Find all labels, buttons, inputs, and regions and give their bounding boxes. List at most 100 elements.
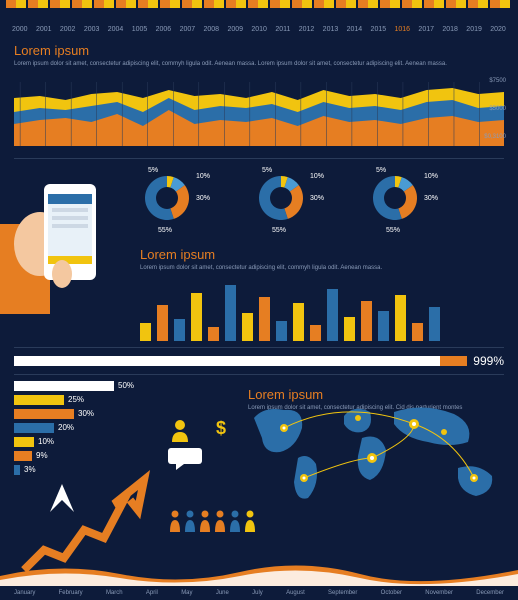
progress-track	[14, 356, 467, 366]
footer-wave	[0, 558, 518, 586]
bar-chart	[140, 279, 504, 341]
donut-label: 55%	[158, 227, 172, 234]
bar	[429, 307, 440, 341]
person-icon	[168, 510, 182, 537]
year-tick: 2020	[490, 26, 506, 33]
month-tick: June	[216, 590, 229, 596]
divider	[14, 347, 504, 348]
year-tick: 2010	[251, 26, 267, 33]
bar	[259, 297, 270, 341]
year-tick: 2015	[371, 26, 387, 33]
donut-label: 30%	[196, 195, 210, 202]
hbar	[14, 381, 114, 391]
month-tick: April	[146, 590, 158, 596]
person-icon	[183, 510, 197, 537]
bar	[344, 317, 355, 341]
bar	[293, 303, 304, 341]
year-tick: 2000	[12, 26, 28, 33]
year-tick: 2013	[323, 26, 339, 33]
year-tick: 2017	[418, 26, 434, 33]
year-tick: 2019	[466, 26, 482, 33]
person-icon	[198, 510, 212, 537]
year-tick: 2003	[84, 26, 100, 33]
dollar-icon: $	[216, 418, 226, 470]
hbar-label: 25%	[68, 395, 84, 404]
hbar-label: 20%	[58, 423, 74, 432]
bar	[174, 319, 185, 341]
hbar-label: 10%	[38, 437, 54, 446]
bar	[225, 285, 236, 341]
hbar-row: 20%	[14, 423, 154, 433]
progress-row: 999%	[14, 354, 504, 368]
donut-label: 55%	[272, 227, 286, 234]
ytick: $5000	[489, 106, 506, 112]
bar	[191, 293, 202, 341]
hbar	[14, 409, 74, 419]
year-tick: 1005	[132, 26, 148, 33]
donut-label: 30%	[310, 195, 324, 202]
donut-chart: 5%10%30%55%	[254, 171, 344, 241]
bar	[361, 301, 372, 341]
person-icon	[168, 418, 192, 442]
donut-chart: 5%10%30%55%	[140, 171, 230, 241]
hbar-label: 30%	[78, 409, 94, 418]
year-tick: 2006	[156, 26, 172, 33]
hbar-row: 10%	[14, 437, 154, 447]
bar	[276, 321, 287, 341]
bar	[140, 323, 151, 341]
bar	[412, 323, 423, 341]
donut-label: 10%	[310, 173, 324, 180]
month-tick: August	[286, 590, 305, 596]
progress-fill	[440, 356, 467, 366]
month-tick: July	[252, 590, 263, 596]
month-tick: January	[14, 590, 35, 596]
bar	[310, 325, 321, 341]
month-tick: September	[328, 590, 357, 596]
speech-bubble-icon	[168, 448, 202, 470]
month-tick: March	[106, 590, 123, 596]
area-chart: $7500 $5000 $0,3100	[14, 74, 504, 152]
divider	[14, 374, 504, 375]
hbar	[14, 451, 32, 461]
year-tick: 2004	[108, 26, 124, 33]
bar	[327, 289, 338, 341]
hbar-label: 9%	[36, 451, 48, 460]
year-timeline: 2000200120022003200410052006200720082009…	[0, 12, 518, 37]
donut-label: 55%	[386, 227, 400, 234]
donut-label: 30%	[424, 195, 438, 202]
year-tick: 2002	[60, 26, 76, 33]
bar	[378, 311, 389, 341]
person-icon	[213, 510, 227, 537]
month-tick: May	[181, 590, 192, 596]
hbar-row: 50%	[14, 381, 154, 391]
bar	[395, 295, 406, 341]
hbar-row: 30%	[14, 409, 154, 419]
year-tick: 2011	[275, 26, 290, 33]
month-tick: October	[381, 590, 402, 596]
bar	[242, 313, 253, 341]
section2-subtitle: Lorem ipsum dolor sit amet, consectetur …	[140, 264, 504, 272]
hbar-label: 50%	[118, 381, 134, 390]
donut-chart: 5%10%30%55%	[368, 171, 458, 241]
bar	[208, 327, 219, 341]
hbar	[14, 395, 64, 405]
hbar-row: 9%	[14, 451, 154, 461]
ytick: $0,3100	[484, 134, 506, 140]
year-tick: 2014	[347, 26, 363, 33]
month-tick: November	[425, 590, 453, 596]
divider	[14, 158, 504, 159]
donut-row: 5%10%30%55%5%10%30%55%5%10%30%55%	[140, 171, 518, 241]
year-tick: 2012	[299, 26, 315, 33]
section1-title: Lorem ipsum	[14, 43, 504, 58]
phone-in-hand-illustration	[0, 164, 120, 314]
ytick: $7500	[489, 78, 506, 84]
year-tick: 1016	[394, 26, 410, 33]
section1-subtitle: Lorem ipsum dolor sit amet, consectetur …	[14, 60, 504, 68]
hbar	[14, 423, 54, 433]
month-axis: JanuaryFebruaryMarchAprilMayJuneJulyAugu…	[0, 590, 518, 596]
year-tick: 2018	[442, 26, 458, 33]
donut-label: 5%	[148, 167, 158, 174]
month-tick: December	[476, 590, 504, 596]
donut-label: 5%	[262, 167, 272, 174]
year-tick: 2001	[36, 26, 52, 33]
